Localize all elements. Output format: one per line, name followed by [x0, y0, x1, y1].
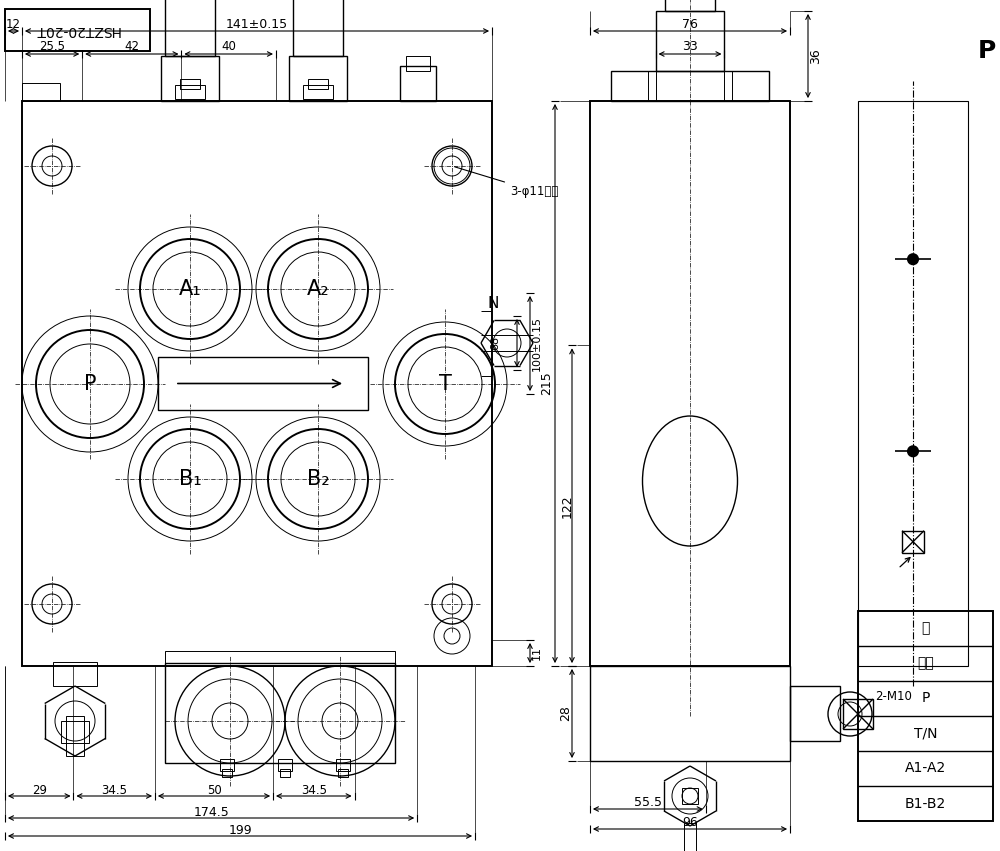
Text: 76: 76: [682, 18, 698, 31]
Text: 215: 215: [540, 372, 554, 396]
Text: 接口: 接口: [917, 656, 934, 671]
Bar: [858, 101, 968, 666]
Bar: [843, 699, 873, 729]
Bar: [406, 56, 430, 71]
Bar: [22, 83, 60, 101]
Bar: [289, 56, 347, 101]
Text: 50: 50: [207, 784, 221, 797]
Text: P: P: [84, 374, 96, 394]
Text: 199: 199: [228, 824, 252, 837]
Bar: [590, 101, 790, 666]
Bar: [66, 716, 84, 756]
Bar: [165, 663, 395, 763]
Bar: [611, 71, 769, 101]
Text: 12: 12: [6, 18, 21, 31]
Text: 阀: 阀: [921, 621, 930, 636]
Text: 68: 68: [490, 336, 500, 350]
Text: 11: 11: [532, 646, 542, 660]
Bar: [400, 66, 436, 101]
Text: 28: 28: [560, 705, 572, 722]
Bar: [308, 79, 328, 89]
Bar: [724, 71, 732, 101]
Bar: [180, 79, 200, 89]
Bar: [165, 0, 215, 56]
Bar: [165, 651, 395, 666]
Text: N: N: [487, 296, 499, 311]
Text: P: P: [921, 692, 930, 705]
Circle shape: [908, 446, 918, 456]
Text: 55.5: 55.5: [634, 797, 662, 809]
Text: A1-A2: A1-A2: [905, 762, 946, 775]
Text: 122: 122: [560, 494, 574, 517]
Bar: [590, 666, 790, 761]
Circle shape: [908, 254, 918, 264]
Bar: [338, 769, 348, 777]
Text: 42: 42: [124, 41, 139, 54]
Bar: [656, 11, 724, 71]
Bar: [53, 662, 97, 686]
Bar: [665, 0, 715, 11]
Bar: [648, 71, 656, 101]
Bar: [5, 9, 150, 51]
Text: 29: 29: [32, 784, 47, 797]
Text: B₁: B₁: [179, 469, 201, 489]
Text: 40: 40: [221, 41, 236, 54]
Bar: [61, 721, 89, 743]
Bar: [902, 531, 924, 552]
Text: 2-M10: 2-M10: [875, 689, 912, 702]
Bar: [22, 101, 492, 666]
Text: HSZT20-20T: HSZT20-20T: [34, 23, 120, 37]
Text: 33: 33: [682, 41, 698, 54]
Text: 174.5: 174.5: [193, 806, 229, 819]
Text: A₁: A₁: [179, 279, 201, 299]
Bar: [161, 56, 219, 101]
Text: 34.5: 34.5: [101, 784, 127, 797]
Text: T/N: T/N: [914, 727, 937, 740]
Bar: [684, 823, 696, 851]
Bar: [280, 769, 290, 777]
Bar: [293, 0, 343, 56]
Text: 100±0.15: 100±0.15: [532, 316, 542, 371]
Text: B1-B2: B1-B2: [905, 797, 946, 810]
Bar: [858, 611, 993, 821]
Text: 3-φ11通孔: 3-φ11通孔: [455, 167, 558, 197]
Text: 36: 36: [810, 49, 822, 64]
Bar: [175, 85, 205, 99]
Bar: [303, 85, 333, 99]
Bar: [220, 759, 234, 771]
Text: 141±0.15: 141±0.15: [226, 18, 288, 31]
Text: 34.5: 34.5: [301, 784, 327, 797]
Bar: [158, 357, 368, 410]
Bar: [682, 788, 698, 804]
Text: B₂: B₂: [307, 469, 329, 489]
Bar: [278, 759, 292, 771]
Text: 25.5: 25.5: [39, 41, 65, 54]
Text: 96: 96: [682, 816, 698, 830]
Text: T: T: [439, 374, 451, 394]
Text: A₂: A₂: [307, 279, 329, 299]
Bar: [790, 686, 840, 741]
Text: P: P: [978, 39, 996, 63]
Bar: [336, 759, 350, 771]
Bar: [222, 769, 232, 777]
